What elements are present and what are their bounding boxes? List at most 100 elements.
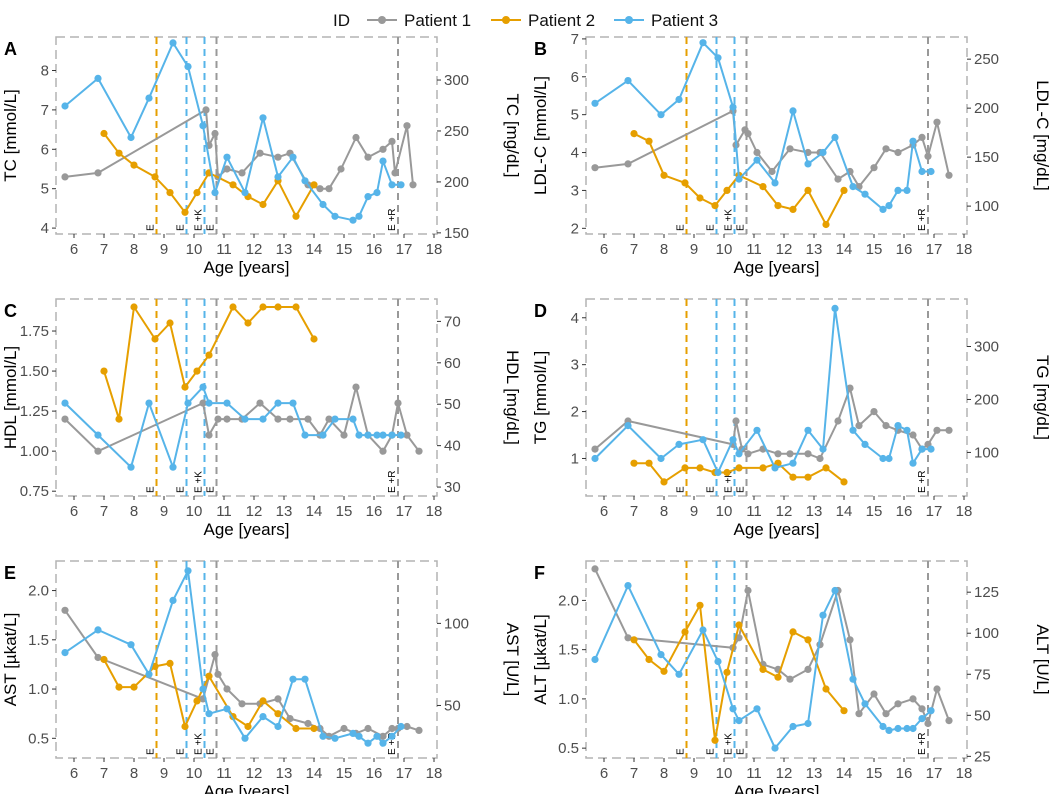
- data-point-patient-3: [364, 193, 372, 201]
- data-point-patient-3: [364, 739, 372, 747]
- data-point-patient-1: [882, 710, 890, 718]
- data-point-patient-1: [591, 445, 599, 453]
- data-point-patient-1: [945, 426, 953, 434]
- data-point-patient-2: [244, 319, 252, 327]
- treatment-label: E +K: [724, 471, 735, 493]
- data-point-patient-1: [340, 431, 348, 439]
- data-point-patient-3: [388, 732, 396, 740]
- data-point-patient-2: [804, 636, 812, 644]
- legend-entry-patient-1: Patient 1: [367, 11, 471, 30]
- data-point-patient-1: [214, 670, 222, 678]
- x-tick-label: 9: [160, 765, 168, 782]
- data-point-patient-2: [205, 672, 213, 680]
- x-tick-label: 6: [70, 765, 78, 782]
- data-point-patient-1: [94, 169, 102, 177]
- data-point-patient-1: [274, 153, 282, 161]
- data-point-patient-3: [349, 415, 357, 423]
- data-point-patient-3: [331, 212, 339, 220]
- data-point-patient-2: [696, 464, 704, 472]
- data-point-patient-2: [100, 367, 108, 375]
- data-point-patient-3: [714, 657, 722, 666]
- x-tick-label: 8: [130, 503, 138, 520]
- data-point-patient-1: [394, 399, 402, 407]
- data-point-patient-3: [223, 705, 231, 713]
- y2-tick-label: 70: [444, 313, 461, 330]
- x-tick-label: 13: [276, 503, 293, 520]
- data-point-patient-3: [145, 670, 153, 678]
- series-line-patient-3: [64, 569, 402, 745]
- series-line-patient-2: [103, 132, 315, 218]
- series-line-patient-3: [64, 41, 401, 222]
- x-tick-label: 6: [600, 503, 608, 520]
- y-tick-label: 3: [571, 182, 579, 199]
- data-point-patient-1: [61, 173, 69, 181]
- data-point-patient-3: [879, 454, 887, 463]
- data-point-patient-3: [879, 205, 887, 213]
- x-tick-label: 7: [100, 241, 108, 258]
- data-point-patient-2: [151, 173, 159, 181]
- data-point-patient-1: [364, 724, 372, 733]
- data-point-patient-1: [870, 408, 878, 416]
- data-point-patient-2: [100, 129, 108, 138]
- data-point-patient-3: [735, 450, 743, 458]
- data-point-patient-3: [804, 426, 812, 434]
- x-tick-label: 16: [366, 241, 383, 258]
- series-line-patient-1: [594, 109, 950, 188]
- data-point-patient-3: [699, 626, 707, 634]
- data-point-patient-1: [909, 431, 917, 439]
- data-point-patient-3: [397, 431, 405, 439]
- data-point-patient-1: [882, 422, 890, 430]
- x-tick-label: 18: [956, 503, 973, 520]
- data-point-patient-3: [184, 63, 192, 71]
- y2-tick-label: 75: [974, 666, 991, 683]
- treatment-label: E +R: [917, 732, 928, 755]
- data-point-patient-3: [819, 611, 827, 619]
- panel-a: A 6 7 8 9 10 11 12 13 14 15 16 17 18 4 5 6 7 8 150 200 250 300…: [1, 36, 522, 277]
- data-point-patient-3: [379, 739, 387, 747]
- data-point-patient-1: [388, 137, 396, 145]
- data-point-patient-3: [657, 454, 665, 463]
- data-point-patient-1: [274, 415, 282, 423]
- data-point-patient-3: [223, 399, 231, 407]
- x-tick-label: 7: [100, 503, 108, 520]
- data-point-patient-3: [714, 468, 722, 477]
- data-point-patient-3: [274, 722, 282, 731]
- data-point-patient-2: [130, 161, 138, 169]
- x-tick-label: 7: [630, 241, 638, 258]
- panel-e: E 6 7 8 9 10 11 12 13 14 15 16 17 18 0.5 1.0 1.5 2.0 50 100…: [1, 560, 522, 794]
- data-point-patient-1: [894, 148, 902, 157]
- data-point-patient-1: [61, 415, 69, 423]
- x-tick-label: 13: [806, 503, 823, 520]
- data-point-patient-3: [259, 713, 267, 721]
- series-line-patient-3: [64, 386, 401, 469]
- data-point-patient-1: [855, 710, 863, 718]
- data-point-patient-2: [645, 459, 653, 467]
- y2-tick-label: 100: [974, 444, 999, 461]
- treatment-label: E: [706, 224, 717, 231]
- data-point-patient-2: [310, 335, 318, 343]
- data-point-patient-1: [894, 700, 902, 708]
- x-tick-label: 16: [896, 503, 913, 520]
- y2-tick-label: 150: [974, 149, 999, 166]
- plot-border-f: [585, 560, 968, 759]
- data-point-patient-2: [840, 186, 848, 194]
- data-point-patient-3: [127, 463, 135, 471]
- data-point-patient-1: [352, 133, 360, 142]
- y2-tick-label: 200: [444, 174, 469, 191]
- data-point-patient-2: [735, 464, 743, 472]
- data-point-patient-3: [241, 734, 249, 742]
- data-point-patient-1: [924, 152, 932, 160]
- data-point-patient-3: [735, 717, 743, 725]
- data-point-patient-3: [397, 181, 405, 189]
- x-axis-title: Age [years]: [734, 782, 820, 794]
- data-point-patient-3: [169, 39, 177, 47]
- data-point-patient-2: [115, 415, 123, 423]
- treatment-label: E: [736, 224, 747, 231]
- legend-marker-patient-1: [378, 16, 386, 24]
- data-point-patient-2: [229, 181, 237, 189]
- data-point-patient-2: [310, 181, 318, 189]
- treatment-label: E: [206, 224, 217, 231]
- x-tick-label: 7: [630, 765, 638, 782]
- data-point-patient-3: [624, 582, 632, 590]
